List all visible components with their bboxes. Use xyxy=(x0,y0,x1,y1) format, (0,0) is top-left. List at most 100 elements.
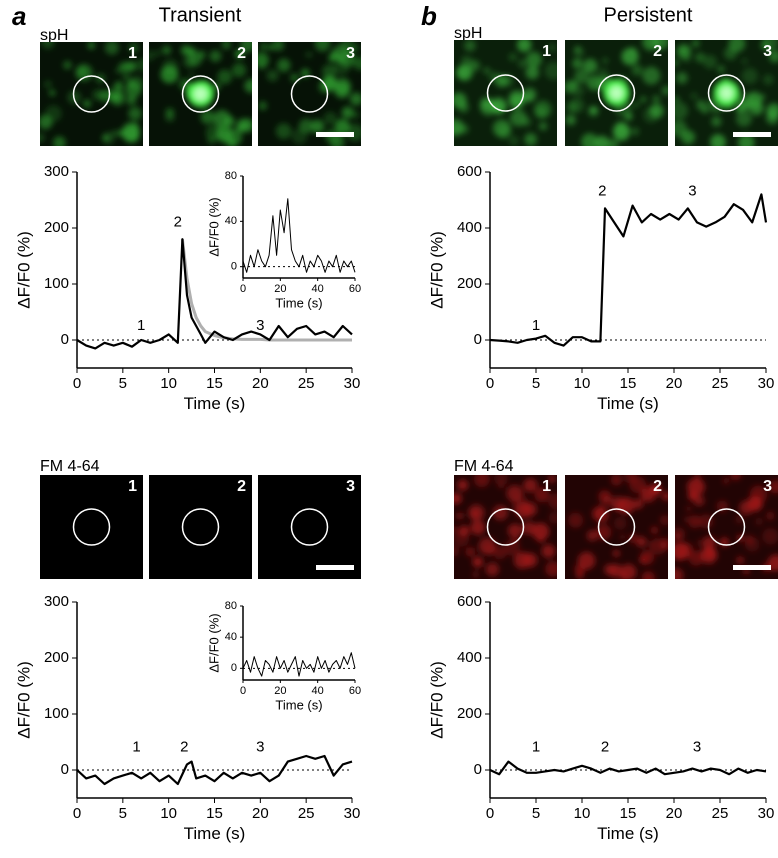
speckle-dot xyxy=(267,44,274,51)
x-axis-label: Time (s) xyxy=(275,698,322,713)
x-tick-label: 10 xyxy=(574,375,591,392)
speckle xyxy=(149,42,252,146)
speckle-dot xyxy=(548,475,556,483)
speckle-dot xyxy=(548,43,557,52)
speckle-dot xyxy=(642,66,661,85)
speckle-dot xyxy=(565,80,577,94)
x-tick-label: 10 xyxy=(160,375,177,392)
x-tick-label: 25 xyxy=(298,805,315,822)
speckle-dot xyxy=(722,477,730,485)
speckle-dot xyxy=(766,111,778,125)
speckle-dot xyxy=(516,40,532,53)
x-tick-label: 25 xyxy=(712,805,729,822)
speckle-dot xyxy=(649,103,664,119)
speckle-dot xyxy=(538,121,548,131)
speckle-dot xyxy=(310,119,325,134)
speckle-dot xyxy=(649,483,662,496)
annotation: 1 xyxy=(532,317,540,334)
speckle-dot xyxy=(494,475,509,486)
speckle-dot xyxy=(83,99,91,108)
speckle-dot xyxy=(675,527,686,541)
speckle-dot xyxy=(737,134,755,146)
x-axis-label: Time (s) xyxy=(184,824,246,843)
image-number: 1 xyxy=(128,478,137,495)
y-tick-label: 80 xyxy=(225,600,237,612)
x-tick-label: 0 xyxy=(73,805,81,822)
y-tick-label: 40 xyxy=(225,215,237,227)
speckle-dot xyxy=(468,59,481,72)
speckle-dot xyxy=(534,100,552,119)
speckle-dot xyxy=(478,537,496,555)
speckle-dot xyxy=(258,101,268,111)
speckle-dot xyxy=(464,40,476,52)
speckle-dot xyxy=(545,561,557,577)
x-tick-label: 20 xyxy=(252,805,269,822)
y-tick-label: 0 xyxy=(231,662,237,674)
speckle-dot xyxy=(522,87,537,102)
speckle-dot xyxy=(526,51,542,68)
roi-circle xyxy=(290,508,329,546)
speckle-dot xyxy=(523,478,538,493)
speckle-dot xyxy=(473,475,490,488)
y-axis-label: ΔF/F0 (%) xyxy=(206,197,221,256)
x-tick-label: 25 xyxy=(712,375,729,392)
speckle-dot xyxy=(629,46,638,55)
x-tick-label: 30 xyxy=(758,375,775,392)
panel-letter: b xyxy=(421,1,437,31)
speckle-dot xyxy=(470,520,486,535)
x-tick-label: 0 xyxy=(486,805,494,822)
y-tick-label: 600 xyxy=(457,593,482,610)
roi-circle xyxy=(597,74,636,112)
speckle-dot xyxy=(683,515,691,523)
x-tick-label: 30 xyxy=(758,805,775,822)
speckle-dot xyxy=(260,43,268,51)
micrograph xyxy=(454,40,557,146)
speckle-dot xyxy=(338,50,356,68)
speckle-dot xyxy=(518,58,528,69)
speckle-dot xyxy=(200,110,215,125)
y-tick-label: 400 xyxy=(457,649,482,666)
speckle-dot xyxy=(228,139,237,146)
speckle-dot xyxy=(300,68,310,78)
y-tick-label: 600 xyxy=(457,163,482,180)
image-number: 2 xyxy=(237,478,246,495)
speckle-dot xyxy=(607,138,619,146)
speckle-dot xyxy=(687,478,705,496)
speckle-dot xyxy=(541,544,556,559)
speckle-dot xyxy=(636,536,647,548)
speckle-dot xyxy=(183,54,197,69)
speckle-dot xyxy=(661,85,668,96)
x-tick-label: 20 xyxy=(666,375,683,392)
speckle-dot xyxy=(231,63,247,78)
micrograph xyxy=(565,40,668,146)
speckle xyxy=(568,475,668,579)
speckle-dot xyxy=(612,549,620,558)
speckle-dot xyxy=(161,45,172,55)
speckle-dot xyxy=(497,482,505,489)
row-label: FM 4-64 xyxy=(454,458,514,475)
image-bg xyxy=(258,475,361,579)
speckle-dot xyxy=(649,537,667,555)
speckle xyxy=(675,40,778,146)
speckle-dot xyxy=(639,550,655,565)
speckle-dot xyxy=(188,71,195,78)
speckle-dot xyxy=(762,527,778,545)
y-tick-label: 200 xyxy=(457,705,482,722)
scale-bar xyxy=(733,565,771,570)
speckle-dot xyxy=(523,552,538,568)
speckle-dot xyxy=(696,99,707,111)
speckle-dot xyxy=(41,42,55,49)
speckle-dot xyxy=(456,65,470,80)
speckle-dot xyxy=(694,52,706,63)
image-number: 3 xyxy=(346,478,355,495)
speckle-dot xyxy=(698,514,714,529)
micrograph xyxy=(40,42,143,146)
speckle-dot xyxy=(694,475,702,481)
x-tick-label: 5 xyxy=(119,805,127,822)
speckle-dot xyxy=(76,66,87,77)
speckle-dot xyxy=(488,71,500,83)
speckle-dot xyxy=(769,480,778,494)
y-tick-label: 0 xyxy=(61,761,69,778)
speckle-dot xyxy=(693,495,705,507)
x-tick-label: 20 xyxy=(666,805,683,822)
